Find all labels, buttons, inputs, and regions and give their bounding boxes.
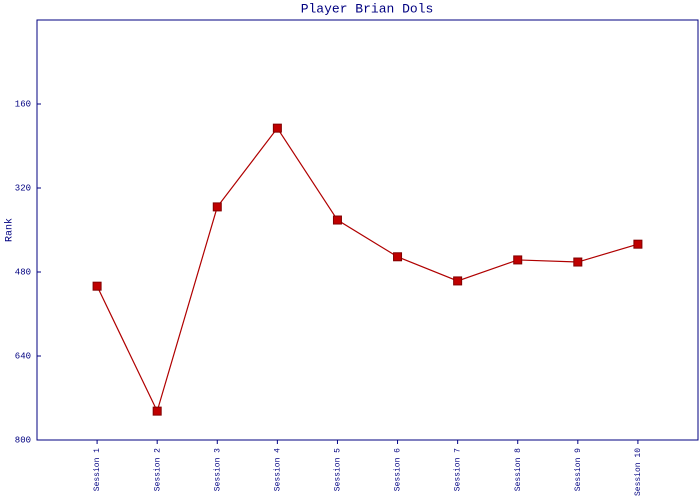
- x-tick-label: Session 10: [634, 448, 643, 496]
- x-tick-label: Session 5: [334, 448, 343, 491]
- y-axis-label: Rank: [4, 218, 16, 242]
- x-tick-label: Session 2: [153, 448, 162, 491]
- y-tick-label: 480: [15, 267, 31, 277]
- point-marker: [573, 257, 583, 267]
- x-tick-label: Session 4: [273, 448, 282, 491]
- x-tick-label: Session 7: [454, 448, 463, 491]
- chart-title: Player Brian Dols: [301, 1, 434, 16]
- y-tick-label: 320: [15, 183, 31, 193]
- point-marker: [152, 406, 162, 416]
- x-tick-label: Session 1: [93, 448, 102, 491]
- series-line: [96, 127, 639, 413]
- x-tick-label: Session 8: [514, 448, 523, 491]
- point-marker: [212, 202, 222, 212]
- point-marker: [92, 281, 102, 291]
- point-marker: [272, 123, 282, 133]
- y-tick-label: 640: [15, 351, 31, 361]
- y-tick-label: 160: [15, 99, 31, 109]
- x-tick-label: Session 9: [574, 448, 583, 491]
- point-marker: [393, 252, 403, 262]
- y-tick-label: 800: [15, 435, 31, 445]
- point-marker: [332, 215, 342, 225]
- x-tick-label: Session 3: [213, 448, 222, 491]
- point-marker: [513, 255, 523, 265]
- point-marker: [453, 276, 463, 286]
- plot-frame: [36, 19, 699, 441]
- point-marker: [633, 239, 643, 249]
- x-tick-label: Session 6: [394, 448, 403, 491]
